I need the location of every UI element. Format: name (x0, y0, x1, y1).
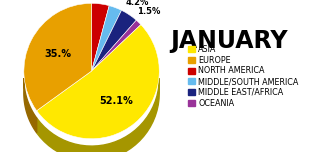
Wedge shape (92, 3, 109, 71)
Legend: ASIA, EUROPE, NORTH AMERICA, MIDDLE/SOUTH AMERICA, MIDDLE EAST/AFRICA, OCEANIA: ASIA, EUROPE, NORTH AMERICA, MIDDLE/SOUT… (187, 44, 299, 108)
Polygon shape (37, 78, 159, 160)
Wedge shape (92, 6, 122, 71)
Polygon shape (24, 78, 37, 133)
Wedge shape (92, 10, 136, 71)
Wedge shape (24, 3, 92, 111)
Wedge shape (92, 20, 141, 71)
Text: JANUARY: JANUARY (170, 29, 288, 53)
Text: 4.2%: 4.2% (126, 0, 149, 7)
Text: 35.%: 35.% (44, 49, 71, 59)
Text: 52.1%: 52.1% (99, 96, 133, 106)
Text: 1.5%: 1.5% (137, 7, 161, 16)
Wedge shape (37, 25, 159, 139)
